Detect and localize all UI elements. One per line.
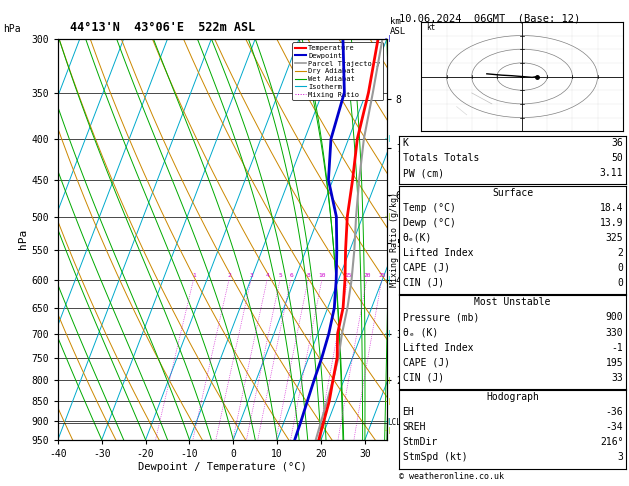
Text: 10: 10 [318,273,326,278]
Text: 13.9: 13.9 [600,218,623,228]
Text: 20: 20 [363,273,370,278]
Text: StmDir: StmDir [403,437,438,448]
Text: -|: -| [383,213,392,220]
Text: 195: 195 [606,358,623,368]
Text: -|: -| [383,417,392,425]
Text: -|: -| [383,427,392,434]
Text: hPa: hPa [3,24,21,34]
Text: StmSpd (kt): StmSpd (kt) [403,452,467,463]
Text: 216°: 216° [600,437,623,448]
Text: -|: -| [383,398,392,405]
Text: 50: 50 [611,153,623,163]
Text: CAPE (J): CAPE (J) [403,263,450,273]
Text: Lifted Index: Lifted Index [403,248,473,258]
Text: PW (cm): PW (cm) [403,168,443,178]
Text: CIN (J): CIN (J) [403,373,443,383]
Text: -1: -1 [611,343,623,353]
Text: 6: 6 [289,273,293,278]
Text: -34: -34 [606,422,623,433]
Text: -|: -| [383,377,392,383]
Text: Lifted Index: Lifted Index [403,343,473,353]
Text: 3.11: 3.11 [600,168,623,178]
Text: 3: 3 [250,273,253,278]
Text: 18.4: 18.4 [600,203,623,213]
Text: -|: -| [383,136,392,142]
Text: Hodograph: Hodograph [486,392,539,402]
X-axis label: Dewpoint / Temperature (°C): Dewpoint / Temperature (°C) [138,462,307,471]
Text: LCL: LCL [387,418,401,428]
Text: K: K [403,138,408,148]
Text: 2: 2 [618,248,623,258]
Text: EH: EH [403,407,415,417]
Text: 325: 325 [606,233,623,243]
Text: -|: -| [383,330,392,337]
Text: θₑ (K): θₑ (K) [403,328,438,338]
Text: Temp (°C): Temp (°C) [403,203,455,213]
Y-axis label: hPa: hPa [18,229,28,249]
Text: 330: 330 [606,328,623,338]
Text: Mixing Ratio (g/kg): Mixing Ratio (g/kg) [390,192,399,287]
Text: 900: 900 [606,312,623,323]
Text: Dewp (°C): Dewp (°C) [403,218,455,228]
Text: Pressure (mb): Pressure (mb) [403,312,479,323]
Text: 8: 8 [306,273,310,278]
Text: 1: 1 [192,273,196,278]
Text: 25: 25 [378,273,386,278]
Text: 0: 0 [618,263,623,273]
Legend: Temperature, Dewpoint, Parcel Trajectory, Dry Adiabat, Wet Adiabat, Isotherm, Mi: Temperature, Dewpoint, Parcel Trajectory… [292,42,383,100]
Text: 15: 15 [344,273,352,278]
Text: 3: 3 [618,452,623,463]
Text: CAPE (J): CAPE (J) [403,358,450,368]
Text: © weatheronline.co.uk: © weatheronline.co.uk [399,472,504,481]
Text: Most Unstable: Most Unstable [474,297,551,308]
Text: 5: 5 [279,273,282,278]
Text: SREH: SREH [403,422,426,433]
Text: 36: 36 [611,138,623,148]
Text: kt: kt [426,23,436,32]
Text: CIN (J): CIN (J) [403,278,443,288]
Text: Surface: Surface [492,188,533,198]
Text: km
ASL: km ASL [390,17,406,36]
Text: 33: 33 [611,373,623,383]
Text: 10.06.2024  06GMT  (Base: 12): 10.06.2024 06GMT (Base: 12) [399,14,581,24]
Text: -36: -36 [606,407,623,417]
Text: 4: 4 [265,273,269,278]
Text: 2: 2 [228,273,231,278]
Text: -|: -| [383,277,392,283]
Text: -|: -| [383,35,392,42]
Text: Totals Totals: Totals Totals [403,153,479,163]
Text: θₑ(K): θₑ(K) [403,233,432,243]
Text: 44°13'N  43°06'E  522m ASL: 44°13'N 43°06'E 522m ASL [70,21,256,34]
Text: 0: 0 [618,278,623,288]
